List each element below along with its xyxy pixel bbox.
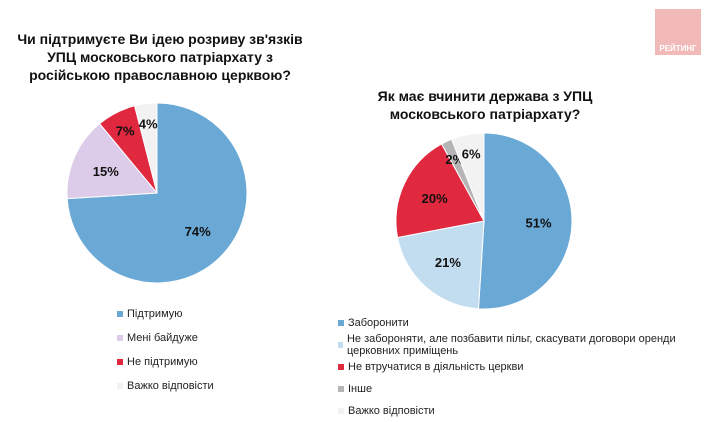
legend-swatch xyxy=(338,320,344,326)
legend-label: Важко відповісти xyxy=(348,405,435,417)
legend-label: Не забороняти, але позбавити пільг, скас… xyxy=(346,333,676,357)
chart1-title: Чи підтримуєте Ви ідею розриву зв'язків … xyxy=(17,31,303,83)
chart2-slice-2 xyxy=(395,143,485,239)
chart2-slice-4 xyxy=(450,132,485,222)
chart2-title: Як має вчинити держава з УПЦ московськог… xyxy=(377,88,593,122)
legend-item: Важко відповісти xyxy=(338,400,713,422)
chart1-data-label: 15% xyxy=(93,164,119,179)
rating-logo: РЕЙТИНГ xyxy=(655,9,701,55)
legend-label: Заборонити xyxy=(348,317,409,329)
legend-label: Інше xyxy=(348,383,373,395)
legend-swatch xyxy=(117,383,123,389)
logo-text: РЕЙТИНГ xyxy=(659,44,697,53)
legend-item: Інше xyxy=(338,378,713,400)
legend-item: Заборонити xyxy=(338,312,713,334)
chart2-data-label: 20% xyxy=(422,191,448,206)
chart1-slice-1 xyxy=(66,122,159,200)
chart2-data-label: 6% xyxy=(462,147,481,162)
legend-swatch xyxy=(338,364,344,370)
chart1-data-label: 4% xyxy=(139,116,158,131)
chart2-data-label: 21% xyxy=(435,255,461,270)
chart2-data-label: 51% xyxy=(526,216,552,231)
legend-swatch xyxy=(338,408,344,414)
legend-label: Мені байдуже xyxy=(127,332,198,344)
chart2-slice-1 xyxy=(396,220,485,310)
chart2-slice-0 xyxy=(477,132,573,310)
legend-swatch xyxy=(338,342,343,348)
legend-swatch xyxy=(117,359,123,365)
legend-item: Не забороняти, але позбавити пільг, скас… xyxy=(338,333,713,357)
legend-label: Не втручатися в діяльність церкви xyxy=(348,361,524,373)
legend-swatch xyxy=(117,335,123,341)
chart1-data-label: 74% xyxy=(185,224,211,239)
legend-swatch xyxy=(117,311,123,317)
legend-swatch xyxy=(338,386,344,392)
legend-item: Підтримую xyxy=(117,302,214,326)
legend-item: Не підтримую xyxy=(117,350,214,374)
chart1-data-label: 7% xyxy=(116,123,135,138)
chart1-slice-3 xyxy=(134,102,158,194)
legend-label: Підтримую xyxy=(127,308,183,320)
legend-item: Мені байдуже xyxy=(117,326,214,350)
chart1-legend: Підтримую Мені байдуже Не підтримую Важко в… xyxy=(117,302,214,398)
legend-label: Важко відповісти xyxy=(127,380,214,392)
legend-item: Не втручатися в діяльність церкви xyxy=(338,356,713,378)
chart2-legend: Заборонити Не забороняти, але позбавити п… xyxy=(338,312,713,422)
legend-label: Не підтримую xyxy=(127,356,198,368)
legend-item: Важко відповісти xyxy=(117,374,214,398)
